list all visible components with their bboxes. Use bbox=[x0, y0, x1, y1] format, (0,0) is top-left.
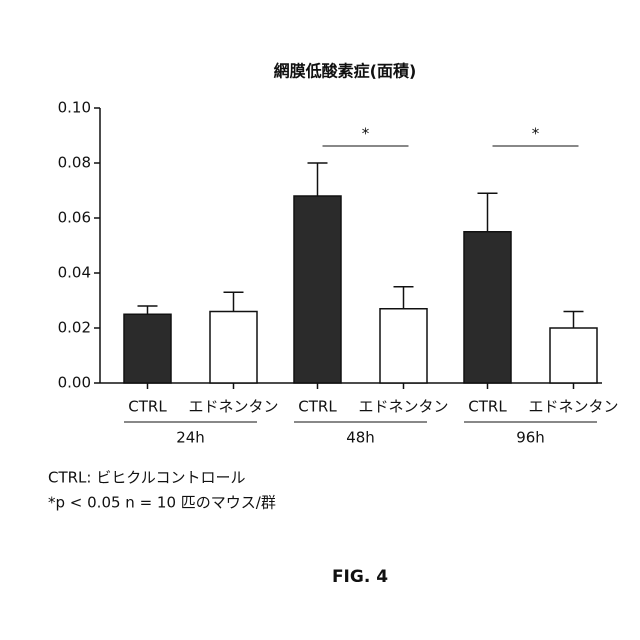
y-tick-label: 0.08 bbox=[58, 154, 91, 172]
x-tick-label: エドネンタン bbox=[358, 398, 448, 416]
y-tick-label: 0.06 bbox=[58, 209, 91, 227]
bar bbox=[210, 312, 257, 384]
bar bbox=[124, 314, 171, 383]
x-tick-label: エドネンタン bbox=[528, 398, 618, 416]
x-tick-label: CTRL bbox=[298, 398, 337, 416]
footnote: CTRL: ビヒクルコントロール bbox=[48, 469, 246, 487]
group-label: 24h bbox=[176, 429, 205, 447]
x-tick-label: CTRL bbox=[468, 398, 507, 416]
y-tick-label: 0.02 bbox=[58, 319, 91, 337]
chart-title: 網膜低酸素症(面積) bbox=[274, 62, 417, 81]
figure-label: FIG. 4 bbox=[332, 567, 388, 587]
significance-label: * bbox=[362, 125, 370, 143]
y-tick-label: 0.00 bbox=[58, 374, 91, 392]
bar bbox=[464, 232, 511, 383]
y-tick-label: 0.10 bbox=[58, 99, 91, 117]
y-tick-label: 0.04 bbox=[58, 264, 91, 282]
page: {"chart_data": {"type": "bar", "title": … bbox=[0, 0, 640, 640]
bar bbox=[294, 196, 341, 383]
x-tick-label: エドネンタン bbox=[188, 398, 278, 416]
bar bbox=[550, 328, 597, 383]
group-label: 48h bbox=[346, 429, 375, 447]
group-label: 96h bbox=[516, 429, 545, 447]
chart: 網膜低酸素症(面積) CTRL: ビヒクルコントロール *p < 0.05 n … bbox=[0, 0, 640, 640]
bar bbox=[380, 309, 427, 383]
x-tick-label: CTRL bbox=[128, 398, 167, 416]
significance-label: * bbox=[532, 125, 540, 143]
footnote: *p < 0.05 n = 10 匹のマウス/群 bbox=[48, 494, 276, 512]
